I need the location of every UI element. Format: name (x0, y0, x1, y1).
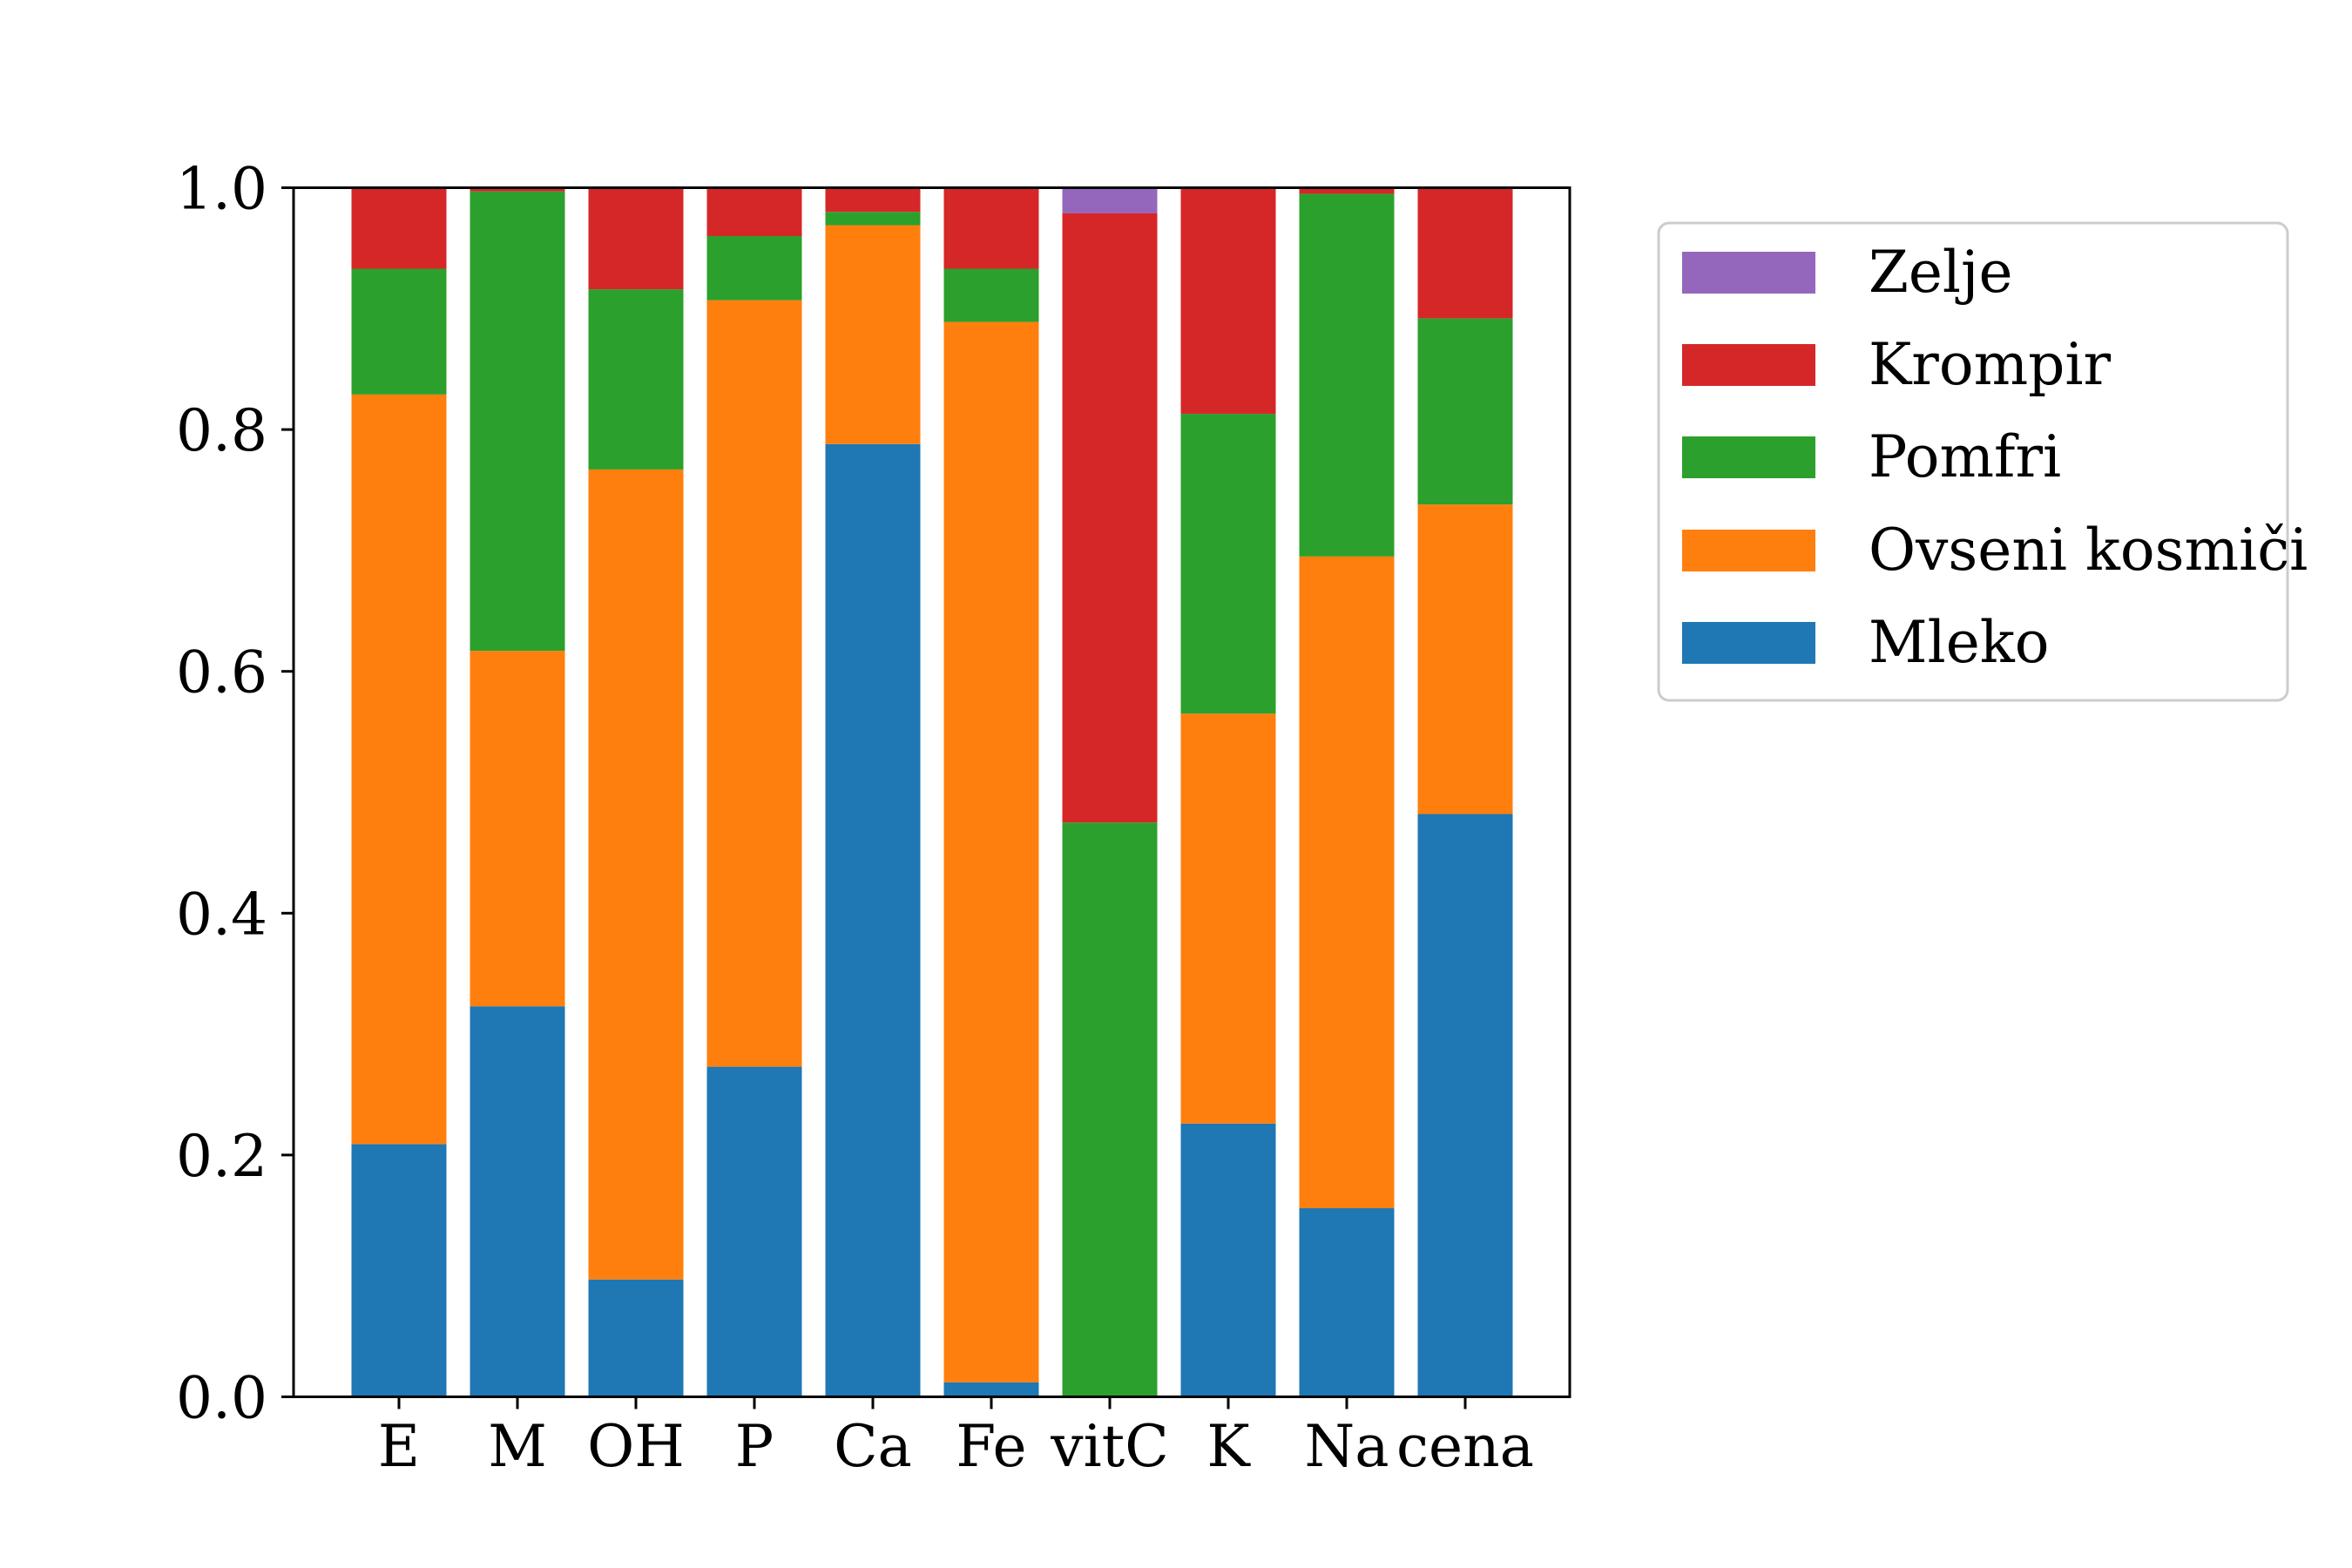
x-tick-label-Na: Na (1304, 1413, 1389, 1480)
bar-segment-OH-ovseni-kosmiči (588, 469, 684, 1280)
x-tick-label-Fe: Fe (956, 1413, 1026, 1480)
legend-swatch-zelje (1682, 252, 1815, 294)
axes-layer (292, 186, 1571, 1398)
bar-segment-M-ovseni-kosmiči (470, 651, 565, 1007)
bar-segment-cena-ovseni-kosmiči (1417, 504, 1513, 814)
x-tick-label-OH: OH (587, 1413, 685, 1480)
legend-label: Zelje (1869, 239, 2013, 306)
bar-segment-E-krompir (351, 187, 447, 269)
legend-swatch-krompir (1682, 344, 1815, 386)
legend-label: Pomfri (1869, 423, 2061, 490)
bar-segment-K-ovseni-kosmiči (1180, 713, 1276, 1124)
bar-segment-cena-pomfri (1417, 318, 1513, 505)
bar-segment-P-krompir (706, 187, 802, 237)
bar-segment-Ca-ovseni-kosmiči (825, 225, 921, 444)
bar-segment-Ca-mleko (825, 443, 921, 1397)
x-tick-label-Ca: Ca (834, 1413, 912, 1480)
bar-segment-E-mleko (351, 1144, 447, 1397)
y-tick-label: 0.2 (176, 1123, 267, 1190)
bar-segment-vitC-pomfri (1062, 822, 1158, 1397)
y-axis-ticks: 0.0 0.2 0.4 0.6 0.8 1.0 (176, 156, 294, 1432)
x-tick-label-K: K (1206, 1413, 1251, 1480)
legend: Zelje Krompir Pomfri Ovseni kosmiči Mleko (1657, 221, 2308, 702)
x-tick-label-M: M (488, 1413, 547, 1480)
bar-segment-E-pomfri (351, 268, 447, 395)
bar-segment-OH-mleko (588, 1279, 684, 1397)
bar-segment-vitC-zelje (1062, 187, 1158, 213)
bar-segment-K-pomfri (1180, 414, 1276, 714)
bar-segment-Na-mleko (1299, 1207, 1395, 1397)
bar-segment-cena-krompir (1417, 188, 1513, 319)
bar-segment-Fe-pomfri (943, 268, 1039, 322)
legend-label: Krompir (1869, 331, 2112, 398)
bar-segment-cena-mleko (1417, 814, 1513, 1397)
bar-segment-K-krompir (1180, 188, 1276, 415)
bar-segment-M-pomfri (470, 191, 565, 652)
legend-frame (1657, 221, 2289, 702)
bar-segment-vitC-krompir (1062, 213, 1158, 823)
bar-segment-P-pomfri (706, 236, 802, 301)
x-tick-label-cena: cena (1396, 1413, 1534, 1480)
bar-segment-Na-pomfri (1299, 193, 1395, 557)
y-tick-label: 1.0 (176, 156, 267, 223)
legend-label: Ovseni kosmiči (1869, 517, 2308, 584)
bar-segment-Fe-krompir (943, 187, 1039, 269)
y-tick-label: 0.8 (176, 397, 267, 464)
bar-segment-P-ovseni-kosmiči (706, 300, 802, 1067)
bar-segment-E-ovseni-kosmiči (351, 394, 447, 1145)
bar-segment-Fe-ovseni-kosmiči (943, 321, 1039, 1382)
bar-segment-M-mleko (470, 1006, 565, 1397)
bar-segment-OH-pomfri (588, 289, 684, 470)
x-tick-label-vitC: vitC (1050, 1413, 1168, 1480)
plot-frame (292, 186, 1571, 1398)
bar-segment-Fe-mleko (943, 1382, 1039, 1397)
bar-segment-Ca-pomfri (825, 212, 921, 226)
bar-segment-Na-ovseni-kosmiči (1299, 556, 1395, 1208)
bar-segment-Na-krompir (1299, 187, 1395, 194)
bars-layer (351, 187, 1513, 1397)
x-tick-label-P: P (735, 1413, 774, 1480)
y-tick-label: 0.4 (176, 881, 267, 948)
legend-swatch-ovseni-kosmiči (1682, 530, 1815, 571)
bar-segment-OH-krompir (588, 187, 684, 290)
x-axis-ticks: E M OH P Ca Fe vitC K Na cena (378, 1396, 1534, 1480)
y-tick-label: 0.6 (176, 639, 267, 706)
bar-segment-P-mleko (706, 1066, 802, 1397)
bar-segment-K-mleko (1180, 1123, 1276, 1397)
bar-segment-Ca-krompir (825, 187, 921, 213)
legend-swatch-mleko (1682, 622, 1815, 664)
y-tick-label: 0.0 (176, 1365, 267, 1432)
legend-label: Mleko (1869, 609, 2049, 676)
bar-segment-M-krompir (470, 187, 565, 192)
legend-swatch-pomfri (1682, 436, 1815, 478)
x-tick-label-E: E (378, 1413, 420, 1480)
